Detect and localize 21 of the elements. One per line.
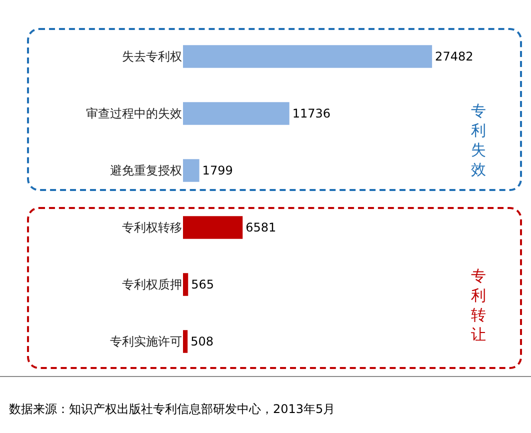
text: 专利失效 — [471, 102, 486, 178]
data-label: 508 — [190, 334, 214, 348]
bar — [183, 216, 243, 239]
data-label: 27482 — [435, 50, 474, 64]
bar — [183, 159, 200, 182]
text: 专利转让 — [471, 267, 486, 344]
data-label: 1799 — [202, 164, 233, 178]
bar — [183, 330, 188, 353]
bar — [183, 102, 290, 125]
bar — [183, 273, 188, 296]
y-tick-label: 失去专利权 — [122, 50, 182, 64]
y-tick-label: 专利权转移 — [122, 220, 182, 235]
y-tick-label: 避免重复授权 — [110, 164, 182, 178]
y-tick-label: 审查过程中的失效 — [86, 106, 182, 121]
source-note: 数据来源：知识产权出版社专利信息部研发中心，2013年5月 — [9, 402, 336, 416]
data-label: 6581 — [246, 220, 276, 234]
data-label: 565 — [191, 278, 214, 292]
y-tick-label: 专利权质押 — [122, 278, 182, 292]
y-tick-label: 专利实施许可 — [110, 334, 182, 349]
data-label: 11736 — [292, 106, 331, 120]
bar — [183, 45, 432, 68]
